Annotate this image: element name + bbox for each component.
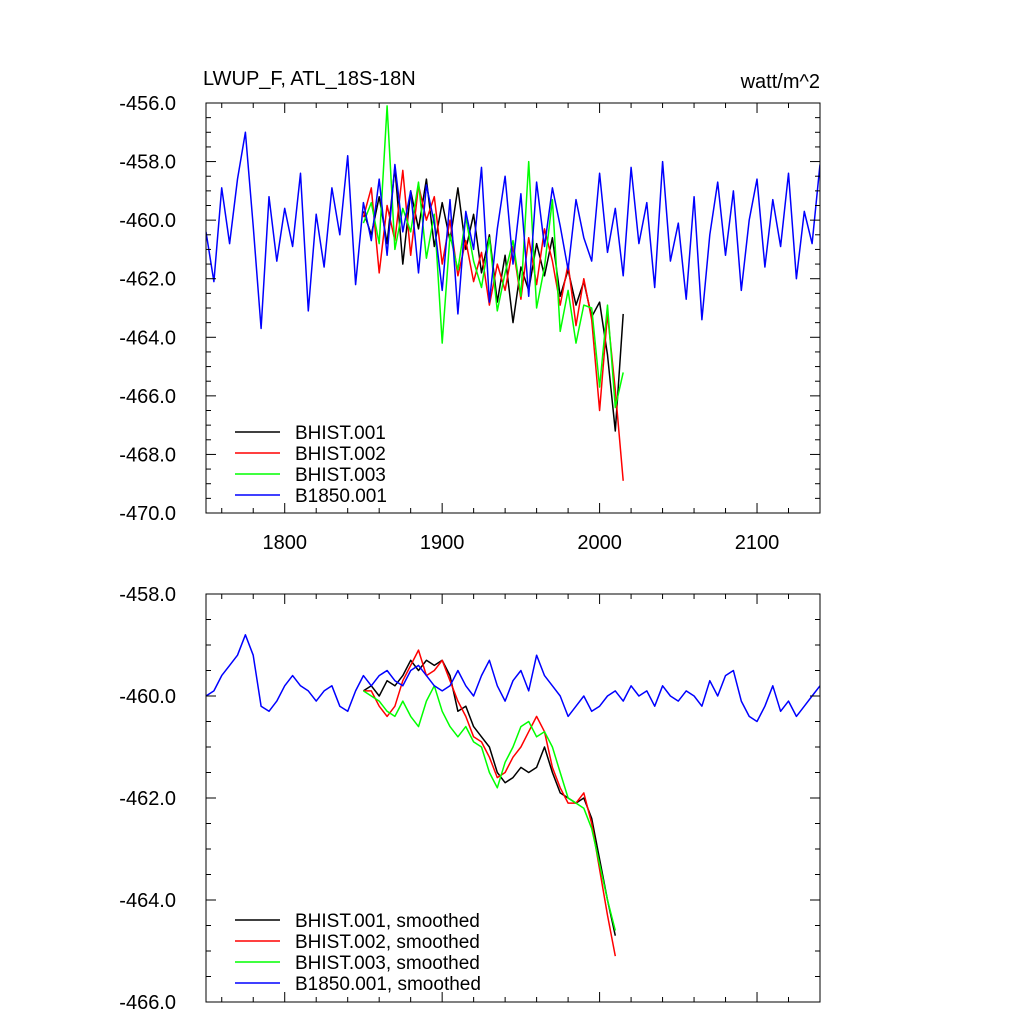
bottom-series-line-2 [363, 649, 617, 957]
bottom-series-line-4 [206, 634, 820, 723]
bottom-legend-label-1: BHIST.001, smoothed [295, 911, 480, 932]
top-legend-label-3: BHIST.003 [295, 465, 386, 486]
top-x-tick-label: 1900 [420, 532, 465, 554]
top-series-line-4 [206, 131, 820, 330]
bottom-series-line-3 [362, 685, 617, 931]
bottom-y-tick-label: -462.0 [119, 788, 176, 810]
bottom-chart: -458.0 -460.0 -462.0 -464.0 -466.0 BHIST.001,… [119, 584, 821, 1014]
top-chart: -456.0 -458.0 -460.0 -462.0 -464.0 -466.0 -468… [119, 93, 821, 554]
bottom-y-tick-label: -466.0 [119, 992, 176, 1014]
bottom-y-tick-label: -458.0 [119, 584, 176, 606]
top-chart-units: watt/m^2 [740, 71, 820, 93]
top-y-tick-label: -460.0 [119, 210, 176, 232]
top-y-tick-label: -470.0 [119, 503, 176, 525]
bottom-y-tick-label: -464.0 [119, 890, 176, 912]
top-x-tick-label: 1800 [262, 532, 307, 554]
top-series-line-3 [362, 105, 624, 409]
top-y-tick-label: -458.0 [119, 152, 176, 174]
bottom-y-tick-label: -460.0 [119, 686, 176, 708]
top-y-tick-label: -464.0 [119, 327, 176, 349]
top-y-tick-label: -462.0 [119, 269, 176, 291]
top-y-tick-label: -466.0 [119, 386, 176, 408]
bottom-legend-label-3: BHIST.003, smoothed [295, 953, 480, 974]
top-x-tick-label: 2100 [735, 532, 780, 554]
top-x-tick-label: 2000 [577, 532, 622, 554]
top-chart-title: LWUP_F, ATL_18S-18N [203, 68, 416, 90]
bottom-legend-label-4: B1850.001, smoothed [295, 974, 481, 995]
top-legend-label-1: BHIST.001 [295, 423, 386, 444]
top-legend-label-4: B1850.001 [295, 486, 387, 507]
top-legend-label-2: BHIST.002 [295, 444, 386, 465]
bottom-legend-label-2: BHIST.002, smoothed [295, 932, 480, 953]
top-y-tick-label: -468.0 [119, 444, 176, 466]
top-y-tick-label: -456.0 [119, 93, 176, 115]
